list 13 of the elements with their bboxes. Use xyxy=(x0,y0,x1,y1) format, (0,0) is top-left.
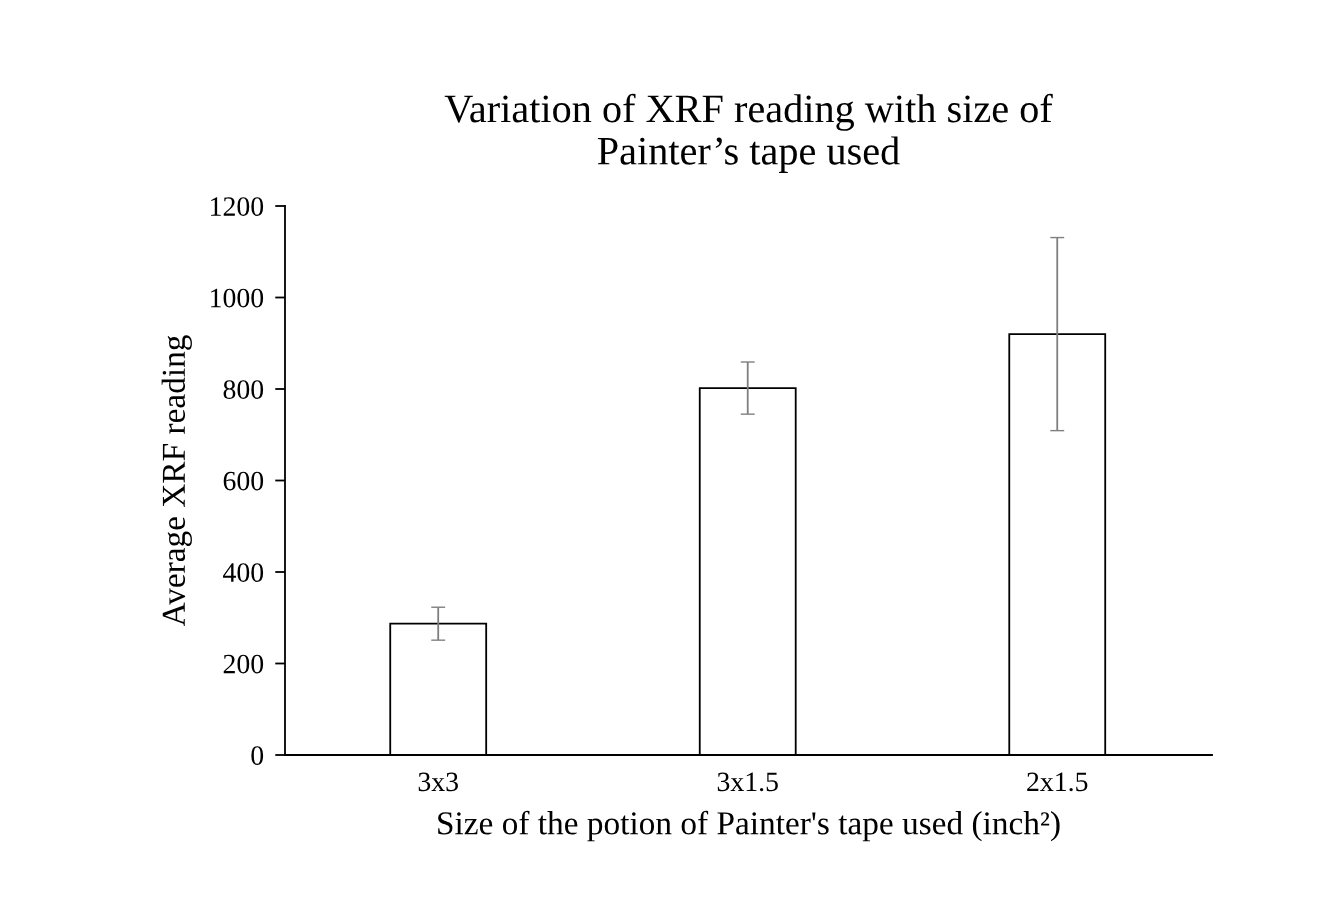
x-tick-label: 2x1.5 xyxy=(1027,772,1088,792)
chart-title: Variation of XRF reading with size of Painter’s tape used xyxy=(444,93,1053,173)
y-tick-label: 200 xyxy=(223,654,264,674)
y-axis-title: Average XRF reading xyxy=(161,335,192,627)
x-tick-label: 3x1.5 xyxy=(717,772,778,792)
y-tick-label: 1200 xyxy=(211,197,264,216)
x-axis-title: Size of the potion of Painter's tape used (inch²) xyxy=(438,810,1060,842)
y-tick-label: 800 xyxy=(223,380,264,399)
y-tick-label: 400 xyxy=(223,563,264,582)
y-tick-label: 600 xyxy=(223,471,264,491)
y-tick-label: 0 xyxy=(251,746,264,765)
x-tick-label: 3x3 xyxy=(418,772,458,792)
y-tick-label: 1000 xyxy=(211,288,264,308)
